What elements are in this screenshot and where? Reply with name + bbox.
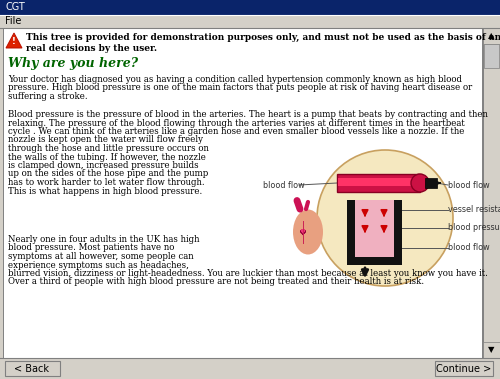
Text: Your doctor has diagnosed you as having a condition called hypertension commonly: Your doctor has diagnosed you as having …: [8, 75, 462, 84]
Text: Why are you here?: Why are you here?: [8, 57, 138, 70]
FancyBboxPatch shape: [347, 257, 402, 265]
Text: blood flow: blood flow: [263, 180, 304, 190]
Text: This tree is provided for demonstration purposes only, and must not be used as t: This tree is provided for demonstration …: [26, 33, 500, 42]
FancyBboxPatch shape: [0, 358, 500, 379]
FancyBboxPatch shape: [425, 178, 437, 188]
Text: symptoms at all however, some people can: symptoms at all however, some people can: [8, 252, 194, 261]
Polygon shape: [302, 230, 304, 232]
Text: !: !: [12, 38, 16, 47]
Text: the walls of the tubing. If however, the nozzle: the walls of the tubing. If however, the…: [8, 152, 206, 161]
Circle shape: [317, 150, 453, 286]
FancyBboxPatch shape: [5, 361, 60, 376]
Text: pressure. High blood pressure is one of the main factors that puts people at ris: pressure. High blood pressure is one of …: [8, 83, 472, 92]
Text: < Back: < Back: [14, 363, 50, 373]
Text: Continue >: Continue >: [436, 363, 492, 373]
Text: through the hose and little pressure occurs on: through the hose and little pressure occ…: [8, 144, 209, 153]
FancyBboxPatch shape: [483, 342, 500, 358]
Text: nozzle is kept open the water will flow freely: nozzle is kept open the water will flow …: [8, 136, 203, 144]
Text: Blood pressure is the pressure of blood in the arteries. The heart is a pump tha: Blood pressure is the pressure of blood …: [8, 110, 488, 119]
Text: is clamped down, increased pressure builds: is clamped down, increased pressure buil…: [8, 161, 198, 170]
Text: blood flow: blood flow: [448, 180, 490, 190]
FancyBboxPatch shape: [355, 200, 394, 257]
Ellipse shape: [293, 210, 323, 255]
FancyBboxPatch shape: [338, 178, 419, 186]
Polygon shape: [6, 33, 22, 48]
FancyBboxPatch shape: [483, 28, 500, 358]
Text: has to work harder to let water flow through.: has to work harder to let water flow thr…: [8, 178, 204, 187]
Text: cycle . We can think of the arteries like a garden hose and even smaller blood v: cycle . We can think of the arteries lik…: [8, 127, 464, 136]
Text: This is what happens in high blood pressure.: This is what happens in high blood press…: [8, 186, 202, 196]
Circle shape: [411, 174, 429, 192]
FancyBboxPatch shape: [3, 28, 482, 358]
FancyBboxPatch shape: [435, 361, 493, 376]
FancyBboxPatch shape: [337, 174, 420, 192]
Polygon shape: [302, 230, 304, 232]
Polygon shape: [301, 230, 305, 234]
Text: vessel resistance: vessel resistance: [448, 205, 500, 215]
Text: Over a third of people with high blood pressure are not being treated and their : Over a third of people with high blood p…: [8, 277, 424, 287]
Text: experience symptoms such as headaches,: experience symptoms such as headaches,: [8, 260, 189, 269]
Text: blood pressure: blood pressure: [448, 224, 500, 232]
FancyBboxPatch shape: [0, 15, 500, 28]
Text: real decisions by the user.: real decisions by the user.: [26, 44, 157, 53]
Polygon shape: [301, 230, 305, 234]
Text: CGT: CGT: [5, 3, 25, 13]
FancyBboxPatch shape: [483, 28, 500, 44]
Text: ▼: ▼: [488, 346, 495, 354]
Text: suffering a stroke.: suffering a stroke.: [8, 92, 87, 101]
Text: relaxing. The pressure of the blood flowing through the arteries varies at diffe: relaxing. The pressure of the blood flow…: [8, 119, 465, 127]
FancyBboxPatch shape: [484, 44, 499, 68]
FancyBboxPatch shape: [0, 0, 500, 15]
Text: ▲: ▲: [488, 31, 495, 41]
FancyBboxPatch shape: [394, 200, 402, 265]
FancyBboxPatch shape: [347, 200, 355, 265]
Text: File: File: [5, 17, 21, 27]
Text: blurred vision, dizziness or light-headedness. You are luckier than most because: blurred vision, dizziness or light-heade…: [8, 269, 488, 278]
Text: Nearly one in four adults in the UK has high: Nearly one in four adults in the UK has …: [8, 235, 200, 244]
Text: blood pressure. Most patients have no: blood pressure. Most patients have no: [8, 243, 174, 252]
Text: blood flow: blood flow: [448, 243, 490, 252]
Text: up on the sides of the hose pipe and the pump: up on the sides of the hose pipe and the…: [8, 169, 208, 179]
